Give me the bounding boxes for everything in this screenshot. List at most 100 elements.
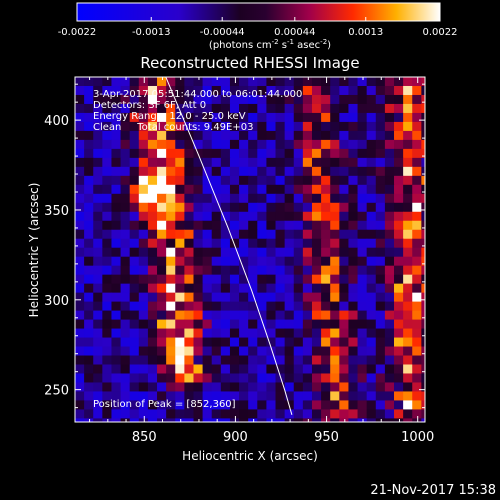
heatmap-cell: [239, 103, 249, 114]
heatmap-cell: [311, 319, 322, 330]
heatmap-cell: [330, 256, 340, 267]
heatmap-cell: [157, 391, 167, 402]
heatmap-cell: [202, 265, 213, 276]
heatmap-cell: [84, 274, 94, 285]
heatmap-cell: [93, 382, 103, 393]
heatmap-cell: [239, 157, 249, 168]
heatmap-cell: [339, 319, 350, 330]
heatmap-cell: [403, 238, 413, 249]
heatmap-cell: [348, 346, 359, 357]
heatmap-cell: [357, 85, 368, 96]
heatmap-cell: [166, 202, 176, 213]
heatmap-cell: [384, 166, 395, 177]
heatmap-cell: [366, 184, 377, 195]
heatmap-cell: [266, 337, 277, 348]
heatmap-cell: [102, 94, 113, 105]
heatmap-cell: [348, 337, 359, 348]
heatmap-cell: [357, 391, 368, 402]
heatmap-cell: [239, 193, 249, 204]
heatmap-cell: [366, 238, 377, 249]
heatmap-cell: [275, 166, 286, 177]
heatmap-cell: [412, 166, 422, 177]
heatmap-cell: [166, 184, 176, 195]
heatmap-cell: [220, 337, 231, 348]
heatmap-cell: [193, 103, 204, 114]
heatmap-cell: [102, 202, 113, 213]
heatmap-cell: [120, 247, 131, 258]
heatmap-cell: [275, 355, 286, 366]
heatmap-cell: [75, 193, 85, 204]
heatmap-cell: [311, 103, 322, 114]
heatmap-cell: [220, 112, 231, 123]
heatmap-cell: [321, 103, 331, 114]
heatmap-cell: [257, 400, 267, 411]
heatmap-cell: [266, 112, 277, 123]
heatmap-cell: [339, 346, 350, 357]
heatmap-cell: [421, 364, 425, 375]
heatmap-cell: [384, 121, 395, 132]
heatmap-cell: [275, 346, 286, 357]
heatmap-cell: [403, 85, 413, 96]
heatmap-cell: [120, 229, 131, 240]
heatmap-cell: [284, 391, 295, 402]
heatmap-cell: [102, 85, 113, 96]
heatmap-cell: [193, 229, 204, 240]
heatmap-cell: [175, 328, 185, 339]
heatmap-cell: [339, 274, 350, 285]
heatmap-cell: [147, 310, 158, 321]
heatmap-cell: [120, 85, 131, 96]
heatmap-cell: [84, 85, 94, 96]
heatmap-cell: [202, 382, 213, 393]
heatmap-cell: [275, 373, 286, 384]
heatmap-cell: [339, 175, 350, 186]
heatmap-cell: [339, 265, 350, 276]
heatmap-cell: [339, 391, 350, 402]
heatmap-cell: [138, 418, 149, 422]
heatmap-cell: [366, 373, 377, 384]
heatmap-cell: [394, 310, 404, 321]
heatmap-cell: [412, 103, 422, 114]
heatmap-cell: [75, 274, 85, 285]
heatmap-cell: [412, 130, 422, 141]
heatmap-cell: [266, 175, 277, 186]
heatmap-cell: [339, 103, 350, 114]
heatmap-cell: [275, 310, 286, 321]
heatmap-cell: [339, 193, 350, 204]
heatmap-cell: [111, 175, 122, 186]
heatmap-cell: [129, 373, 140, 384]
heatmap-cell: [102, 301, 113, 312]
heatmap-cell: [84, 202, 94, 213]
heatmap-cell: [147, 301, 158, 312]
heatmap-cell: [202, 112, 213, 123]
heatmap-cell: [93, 103, 103, 114]
heatmap-cell: [93, 256, 103, 267]
heatmap-cell: [120, 274, 131, 285]
heatmap-cell: [93, 400, 103, 411]
heatmap-cell: [102, 77, 113, 87]
heatmap-cell: [321, 85, 331, 96]
heatmap-cell: [357, 283, 368, 294]
heatmap-cell: [202, 211, 213, 222]
heatmap-cell: [202, 193, 213, 204]
heatmap-cell: [248, 85, 258, 96]
heatmap-cell: [138, 139, 149, 150]
heatmap-cell: [321, 382, 331, 393]
heatmap-cell: [157, 211, 167, 222]
heatmap-cell: [102, 193, 113, 204]
heatmap-cell: [321, 319, 331, 330]
x-tick-label: 850: [132, 430, 157, 445]
heatmap-cell: [157, 121, 167, 132]
heatmap-cell: [366, 256, 377, 267]
heatmap-cell: [302, 256, 313, 267]
heatmap-cell: [366, 301, 377, 312]
heatmap-cell: [403, 310, 413, 321]
heatmap-cell: [193, 319, 204, 330]
heatmap-cell: [357, 112, 368, 123]
heatmap-cell: [120, 373, 131, 384]
heatmap-cell: [293, 211, 304, 222]
heatmap-cell: [193, 184, 204, 195]
heatmap-cell: [111, 256, 122, 267]
heatmap-cell: [348, 211, 359, 222]
heatmap-cell: [412, 337, 422, 348]
